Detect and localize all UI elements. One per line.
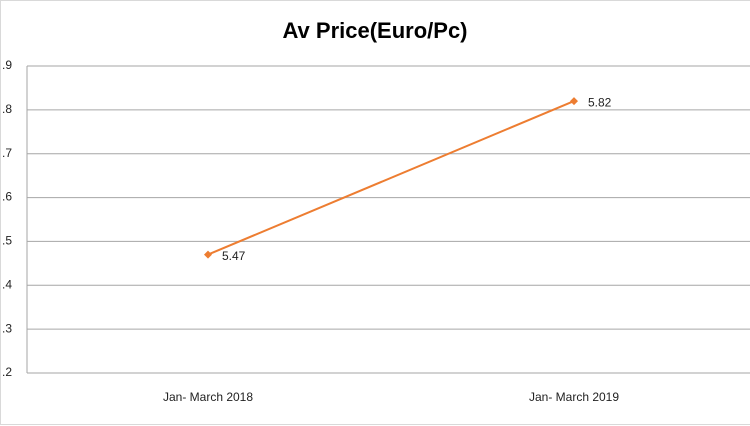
y-tick-label: .9 xyxy=(2,58,12,72)
marker xyxy=(204,250,212,259)
y-tick-label: .6 xyxy=(2,190,12,204)
y-tick-label: .7 xyxy=(2,146,12,160)
data-label: 5.47 xyxy=(222,249,246,263)
y-tick-label: .4 xyxy=(2,277,12,291)
data-label: 5.82 xyxy=(588,95,612,109)
x-tick-label: Jan- March 2018 xyxy=(163,390,253,404)
marker xyxy=(570,97,578,106)
line xyxy=(207,100,575,256)
y-tick-label: .8 xyxy=(2,102,12,116)
y-tick-label: .3 xyxy=(2,321,12,335)
x-tick-label: Jan- March 2019 xyxy=(529,390,619,404)
y-tick-label: .2 xyxy=(2,365,12,379)
y-tick-label: .5 xyxy=(2,234,12,248)
chart-title: Av Price(Euro/Pc) xyxy=(282,18,467,43)
